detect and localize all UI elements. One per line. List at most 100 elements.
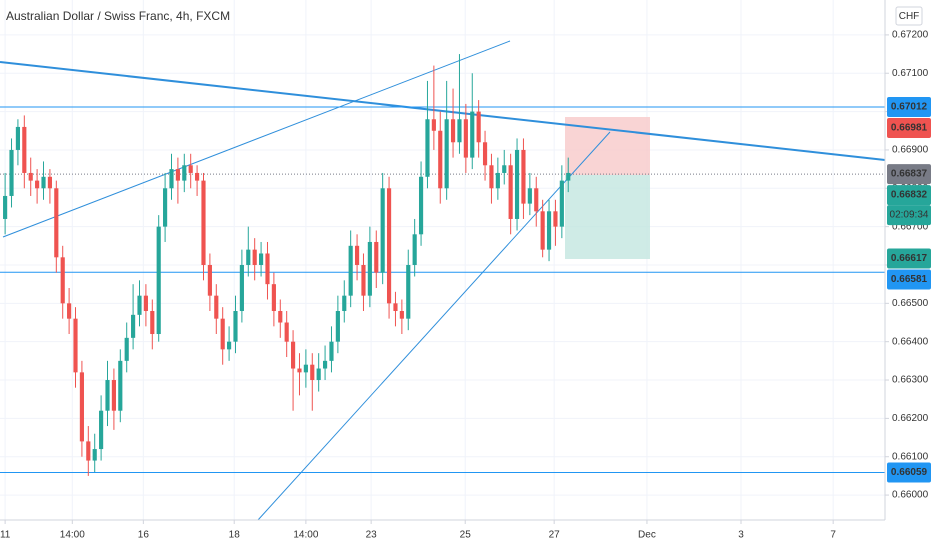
candle-body: [9, 149, 14, 196]
candle-body: [329, 341, 334, 361]
countdown-box: [887, 205, 931, 226]
countdown: 02:09:34: [890, 210, 929, 221]
candle-body: [380, 188, 385, 273]
candle-body: [514, 149, 520, 219]
currency-button[interactable]: [895, 6, 923, 26]
candle-body: [105, 380, 110, 411]
candle-body: [463, 119, 468, 158]
x-tick-label: 25: [460, 530, 472, 541]
price-label-box: [887, 185, 931, 206]
candle-body: [457, 119, 462, 143]
candle-body: [195, 172, 200, 181]
candle-body: [540, 211, 545, 250]
candle-body: [99, 410, 104, 450]
candle-body: [252, 249, 257, 265]
candle-body: [271, 284, 276, 312]
price-label-box: [887, 96, 931, 117]
candle-body: [227, 341, 232, 350]
x-tick-label: 11: [0, 530, 11, 541]
candles: [3, 54, 571, 476]
candle-body: [239, 264, 244, 312]
y-tick-label: 0.66400: [892, 336, 929, 347]
horizontal-lines: [0, 106, 885, 473]
candle-body: [259, 253, 264, 265]
price-label-box: [887, 164, 931, 185]
candle-body: [201, 180, 206, 265]
candle-body: [482, 142, 488, 166]
candle-body: [79, 372, 84, 442]
candle-body: [265, 253, 270, 285]
price-label-box: [887, 269, 931, 290]
trend-line: [257, 131, 611, 521]
candle-body: [502, 165, 507, 173]
x-tick-label: 7: [830, 530, 836, 541]
candle-body: [137, 295, 142, 315]
candle-body: [438, 130, 443, 189]
candle-body: [47, 176, 52, 189]
candle-body: [476, 111, 481, 143]
candle-body: [143, 295, 148, 312]
candle-body: [361, 264, 366, 296]
candle-body: [35, 180, 40, 189]
candle-body: [124, 337, 129, 361]
candle-body: [489, 165, 494, 189]
y-tick-label: 0.66100: [892, 451, 929, 462]
candle-body: [406, 264, 411, 319]
candle-body: [220, 318, 225, 350]
candle-body: [495, 172, 500, 189]
candle-body: [316, 368, 321, 381]
candle-body: [278, 311, 283, 323]
candle-body: [284, 322, 289, 342]
candle-body: [92, 449, 97, 461]
x-tick-label: 16: [138, 530, 150, 541]
drawings: [0, 40, 886, 521]
candle-body: [521, 149, 526, 204]
candle-body: [546, 211, 552, 250]
trend-line: [0, 61, 886, 161]
candle-body: [342, 295, 347, 312]
x-tick-label: 3: [738, 530, 744, 541]
trend-line: [2, 40, 511, 238]
price-label: 0.66832: [891, 190, 928, 201]
candle-body: [431, 119, 436, 131]
candle-body: [412, 234, 417, 265]
axis: 0.66000 0.66100 0.66200 0.66300 0.66400 0.665…: [0, 30, 929, 541]
candle-body: [297, 368, 302, 373]
candle-body: [246, 249, 251, 265]
y-tick-label: 0.66000: [892, 490, 929, 501]
currency[interactable]: CHF: [899, 11, 920, 22]
candle-body: [86, 441, 91, 461]
candle-body: [335, 311, 340, 342]
candle-body: [303, 364, 308, 373]
price-label: 0.66617: [891, 253, 928, 264]
candle-body: [418, 176, 424, 235]
candle-body: [67, 303, 72, 319]
y-tick-label: 0.66300: [892, 375, 929, 386]
candle-body: [22, 126, 27, 173]
candle-body: [163, 188, 168, 227]
candle-body: [28, 172, 33, 181]
candle-body: [3, 195, 8, 219]
candle-body: [41, 176, 46, 189]
target-zone: [565, 175, 650, 259]
candle-body: [425, 119, 430, 177]
x-tick-label: 18: [229, 530, 241, 541]
price-label: 0.66581: [891, 274, 928, 285]
candle-body: [54, 188, 59, 258]
candle-body: [60, 257, 65, 304]
candle-body: [386, 188, 392, 304]
price-label: 0.66981: [891, 123, 928, 134]
candle-body: [175, 169, 180, 181]
candle-body: [444, 119, 449, 189]
y-tick-label: 0.66500: [892, 298, 929, 309]
candle-body: [131, 314, 136, 338]
candle-body: [15, 126, 20, 150]
candle-body: [182, 165, 187, 181]
x-tick-label: 14:00: [60, 530, 85, 541]
x-tick-label: 27: [549, 530, 561, 541]
candle-body: [559, 180, 564, 227]
price-labels: 0.670120.669810.668370.6683202:09:340.66…: [887, 96, 931, 483]
price-label: 0.67012: [891, 102, 928, 113]
candle-body: [322, 360, 328, 369]
